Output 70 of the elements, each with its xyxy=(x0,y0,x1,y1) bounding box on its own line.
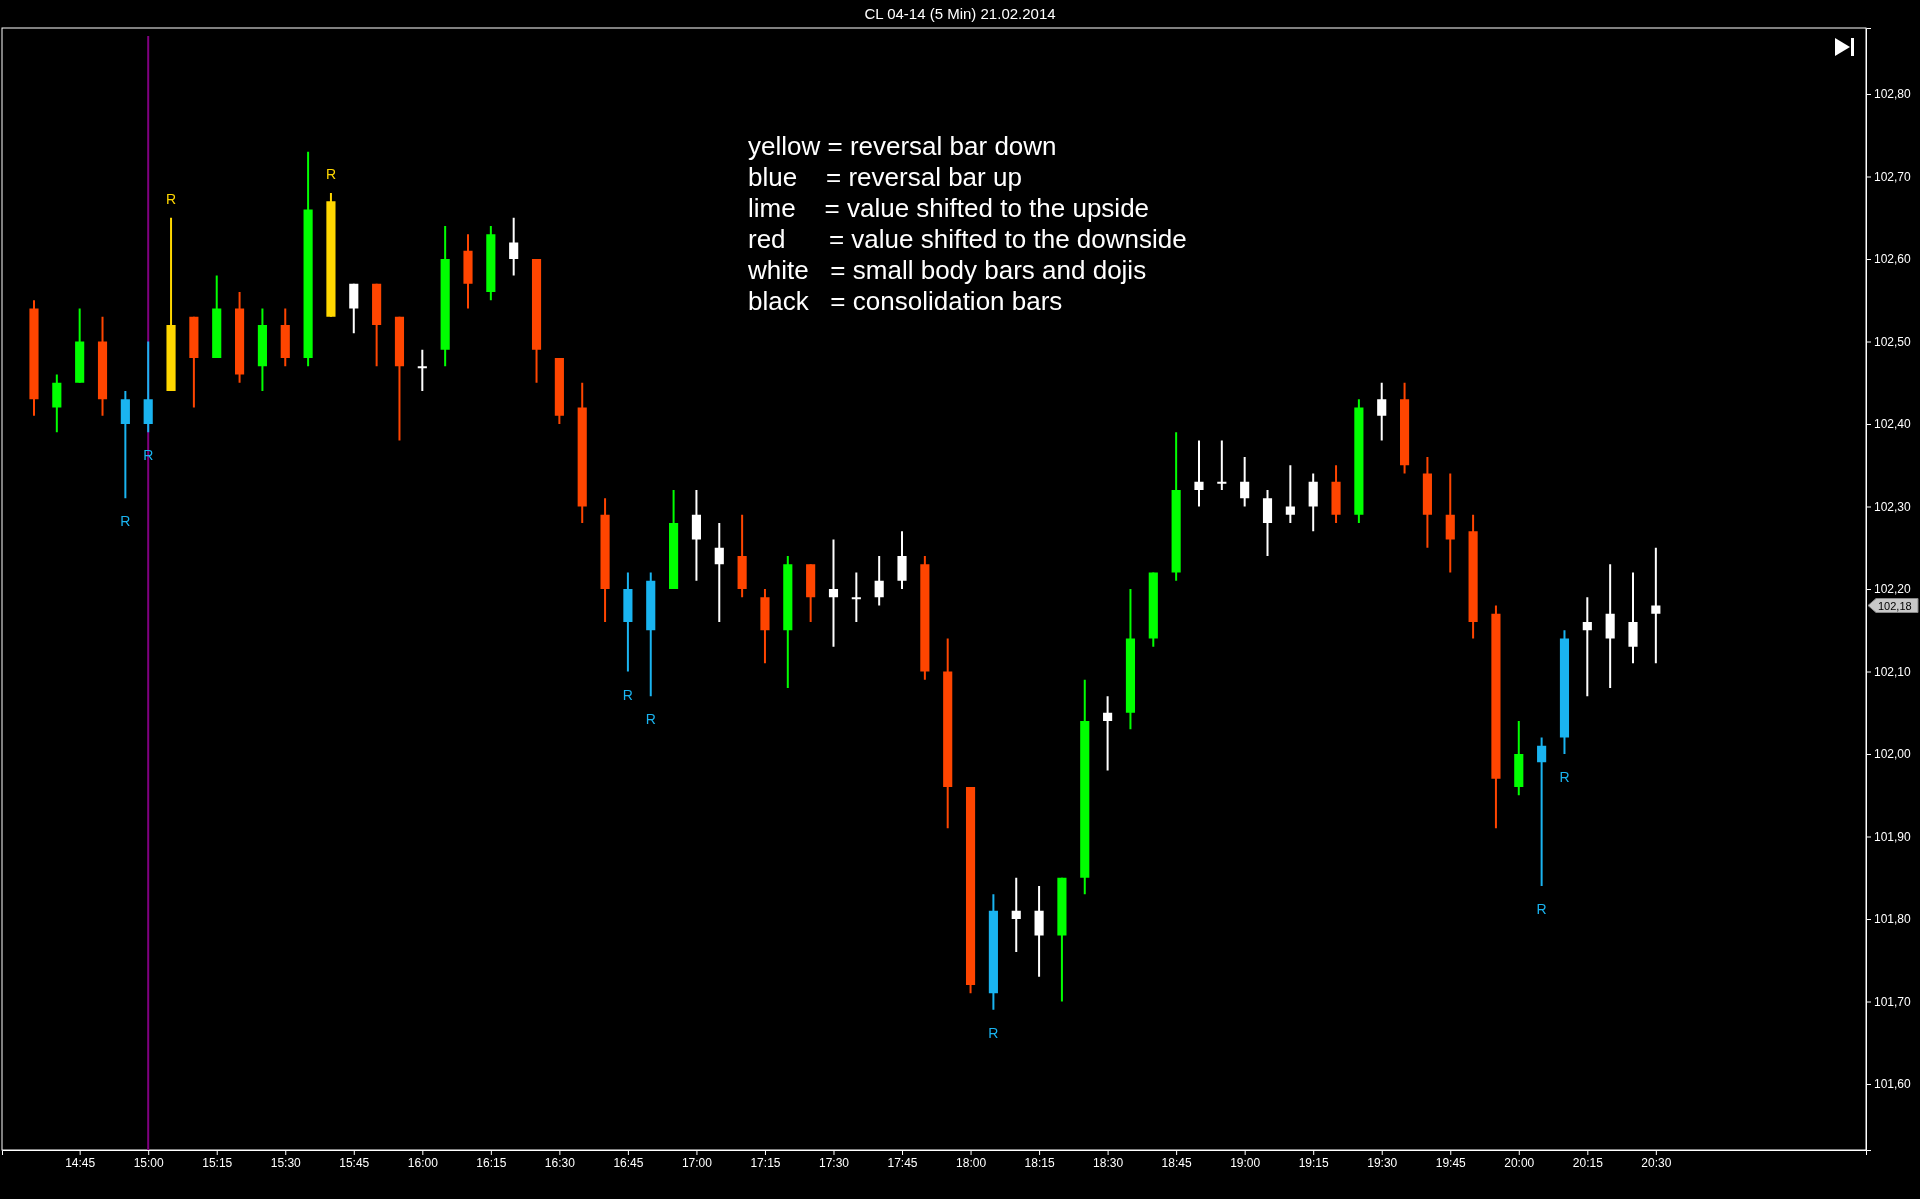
candlestick xyxy=(417,348,427,392)
annotation: R xyxy=(120,513,131,530)
y-tick-label: 102,30 xyxy=(1874,499,1912,514)
annotation: R xyxy=(165,190,177,207)
candlestick xyxy=(874,555,884,607)
x-tick-label: 18:30 xyxy=(1093,1155,1124,1170)
annotation: black = consolidation bars xyxy=(748,286,1063,316)
y-tick-label: 102,70 xyxy=(1874,169,1912,184)
x-tick-label: 17:00 xyxy=(681,1155,713,1170)
annotation: R xyxy=(622,686,633,703)
annotation: lime = value shifted to the upside xyxy=(748,193,1150,223)
x-tick-label: 20:15 xyxy=(1572,1155,1604,1170)
candlestick xyxy=(1285,464,1295,524)
annotation: R xyxy=(988,1024,999,1041)
candlestick xyxy=(1217,439,1227,491)
x-tick-label: 15:30 xyxy=(270,1155,302,1170)
y-tick-label: 102,20 xyxy=(1874,582,1912,597)
y-tick-label: 101,90 xyxy=(1874,829,1912,844)
annotation: R xyxy=(325,166,336,182)
y-tick-label: 102,10 xyxy=(1874,664,1912,679)
x-tick-label: 18:00 xyxy=(956,1155,987,1170)
y-tick-label: 102,60 xyxy=(1874,252,1912,267)
candlestick xyxy=(1582,596,1592,698)
annotation: white = small body bars and dojis xyxy=(747,255,1147,285)
candlestick xyxy=(1011,876,1021,953)
y-tick-label: 101,60 xyxy=(1874,1077,1912,1092)
y-tick-label: 102,40 xyxy=(1874,417,1912,432)
y-tick-label: 102,50 xyxy=(1874,334,1912,349)
text: 102,18 xyxy=(1878,599,1912,612)
x-tick-label: 19:15 xyxy=(1298,1155,1330,1170)
x-tick-label: 17:15 xyxy=(750,1155,781,1170)
candlestick xyxy=(1240,456,1250,508)
candlestick xyxy=(1651,546,1661,665)
candlestick xyxy=(828,538,839,648)
y-tick-label: 101,80 xyxy=(1874,912,1912,927)
x-tick-label: 17:30 xyxy=(818,1155,850,1170)
annotation: yellow = reversal bar down xyxy=(748,131,1057,161)
x-tick-label: 15:45 xyxy=(339,1155,370,1170)
x-tick-label: 18:15 xyxy=(1024,1155,1055,1170)
candlestick xyxy=(509,216,519,277)
x-tick-label: 15:15 xyxy=(202,1155,233,1170)
x-tick-label: 16:45 xyxy=(613,1155,644,1170)
x-tick-label: 20:00 xyxy=(1504,1155,1535,1170)
y-tick-label: 102,00 xyxy=(1874,747,1912,762)
candlestick xyxy=(1103,695,1113,772)
annotation: R xyxy=(1559,769,1570,785)
candlestick xyxy=(851,571,861,623)
x-tick-label: 15:00 xyxy=(133,1155,165,1170)
x-tick-label: 18:45 xyxy=(1161,1155,1192,1170)
y-tick-label: 102,80 xyxy=(1874,87,1912,102)
x-tick-label: 19:45 xyxy=(1435,1155,1467,1170)
x-tick-label: 17:45 xyxy=(887,1155,918,1170)
x-tick-label: 16:15 xyxy=(476,1155,507,1170)
x-tick-label: 19:00 xyxy=(1230,1155,1261,1170)
candlestick xyxy=(1537,736,1547,887)
x-tick-label: 16:30 xyxy=(544,1155,576,1170)
candlestick xyxy=(1194,439,1204,508)
annotation: R xyxy=(645,711,656,728)
annotation: red = value shifted to the downside xyxy=(748,224,1187,254)
x-tick-label: 19:30 xyxy=(1367,1155,1398,1170)
annotation: R xyxy=(1536,901,1547,917)
x-tick-label: 14:45 xyxy=(65,1155,96,1170)
candlestick xyxy=(714,522,724,623)
annotation: blue = reversal bar up xyxy=(748,162,1022,192)
candlestick xyxy=(1377,381,1387,442)
chart-title: CL 04-14 (5 Min) 21.02.2014 xyxy=(864,5,1056,22)
y-tick-label: 101,70 xyxy=(1874,994,1912,1009)
x-tick-label: 20:30 xyxy=(1641,1155,1672,1170)
x-tick-label: 16:00 xyxy=(407,1155,439,1170)
annotation: R xyxy=(143,447,154,464)
